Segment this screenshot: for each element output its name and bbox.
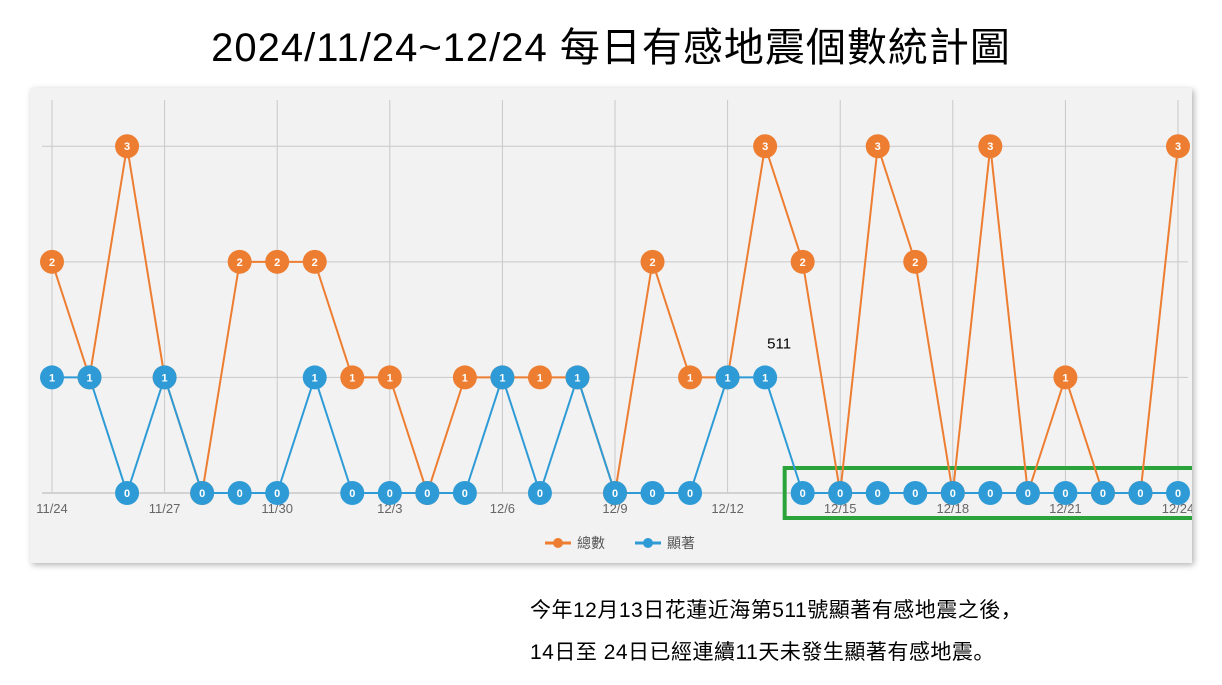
svg-text:2: 2 [237, 257, 243, 269]
svg-text:1: 1 [462, 372, 468, 384]
svg-text:0: 0 [537, 488, 543, 500]
svg-text:1: 1 [162, 372, 168, 384]
svg-text:1: 1 [499, 372, 505, 384]
svg-text:0: 0 [237, 488, 243, 500]
svg-text:0: 0 [462, 488, 468, 500]
svg-text:11/27: 11/27 [149, 501, 181, 516]
svg-text:2: 2 [912, 257, 918, 269]
footnote-line2: 14日至 24日已經連續11天未發生顯著有感地震。 [530, 632, 1022, 674]
svg-text:0: 0 [687, 488, 693, 500]
svg-text:0: 0 [1025, 488, 1031, 500]
svg-text:0: 0 [124, 488, 130, 500]
svg-text:1: 1 [762, 372, 768, 384]
svg-text:0: 0 [649, 488, 655, 500]
svg-text:0: 0 [800, 488, 806, 500]
svg-text:1: 1 [86, 372, 92, 384]
svg-text:1: 1 [49, 372, 55, 384]
svg-text:12/12: 12/12 [711, 501, 744, 516]
svg-text:0: 0 [199, 488, 205, 500]
svg-text:0: 0 [612, 488, 618, 500]
svg-text:0: 0 [950, 488, 956, 500]
svg-text:12/6: 12/6 [490, 501, 515, 516]
svg-text:0: 0 [875, 488, 881, 500]
footnote-line1: 今年12月13日花蓮近海第511號顯著有感地震之後， [530, 590, 1022, 632]
svg-text:1: 1 [349, 372, 355, 384]
svg-text:2: 2 [800, 257, 806, 269]
svg-text:1: 1 [725, 372, 731, 384]
svg-text:3: 3 [1175, 141, 1181, 153]
svg-text:0: 0 [1100, 488, 1106, 500]
svg-text:3: 3 [875, 141, 881, 153]
footnote: 今年12月13日花蓮近海第511號顯著有感地震之後， 14日至 24日已經連續1… [530, 590, 1022, 674]
svg-text:1: 1 [537, 372, 543, 384]
page-title: 2024/11/24~12/24 每日有感地震個數統計圖 [0, 0, 1222, 78]
svg-text:3: 3 [987, 141, 993, 153]
svg-text:0: 0 [1137, 488, 1143, 500]
svg-text:0: 0 [837, 488, 843, 500]
svg-text:0: 0 [987, 488, 993, 500]
svg-text:0: 0 [349, 488, 355, 500]
chart-container: 11/2411/2711/3012/312/612/912/1212/1512/… [30, 88, 1192, 563]
svg-text:0: 0 [424, 488, 430, 500]
svg-text:1: 1 [574, 372, 580, 384]
svg-text:11/24: 11/24 [36, 501, 68, 516]
svg-text:2: 2 [49, 257, 55, 269]
svg-text:1: 1 [687, 372, 693, 384]
svg-text:511: 511 [767, 336, 791, 353]
svg-text:0: 0 [912, 488, 918, 500]
svg-text:3: 3 [124, 141, 130, 153]
svg-text:3: 3 [762, 141, 768, 153]
svg-text:顯著: 顯著 [667, 535, 695, 551]
svg-text:0: 0 [1062, 488, 1068, 500]
svg-text:2: 2 [274, 257, 280, 269]
svg-text:1: 1 [1062, 372, 1068, 384]
svg-text:0: 0 [387, 488, 393, 500]
svg-text:0: 0 [1175, 488, 1181, 500]
svg-text:2: 2 [312, 257, 318, 269]
svg-text:2: 2 [649, 257, 655, 269]
earthquake-chart: 11/2411/2711/3012/312/612/912/1212/1512/… [30, 88, 1192, 563]
svg-text:1: 1 [387, 372, 393, 384]
svg-text:1: 1 [312, 372, 318, 384]
svg-text:總數: 總數 [577, 535, 605, 551]
svg-text:0: 0 [274, 488, 280, 500]
